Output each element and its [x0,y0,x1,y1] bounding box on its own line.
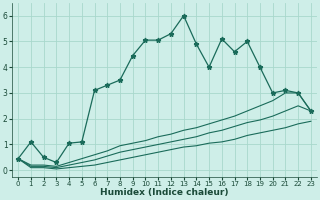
X-axis label: Humidex (Indice chaleur): Humidex (Indice chaleur) [100,188,229,197]
